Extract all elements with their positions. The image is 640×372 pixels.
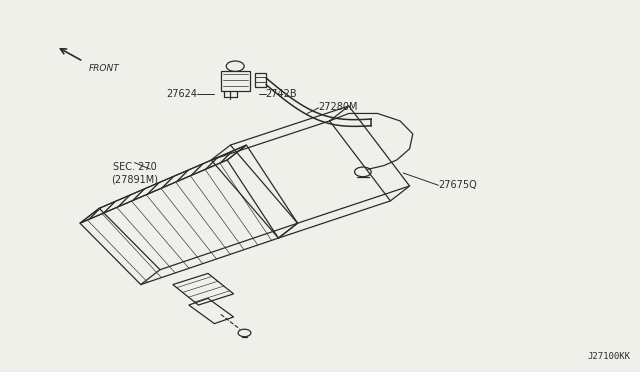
Text: SEC. 270
(27891M): SEC. 270 (27891M): [111, 162, 158, 184]
Text: FRONT: FRONT: [88, 64, 119, 73]
Text: 27624: 27624: [166, 89, 197, 99]
Text: 27280M: 27280M: [319, 102, 358, 112]
Text: J27100KK: J27100KK: [588, 352, 630, 361]
Text: 2742B: 2742B: [266, 89, 297, 99]
Text: 27675Q: 27675Q: [438, 180, 477, 190]
